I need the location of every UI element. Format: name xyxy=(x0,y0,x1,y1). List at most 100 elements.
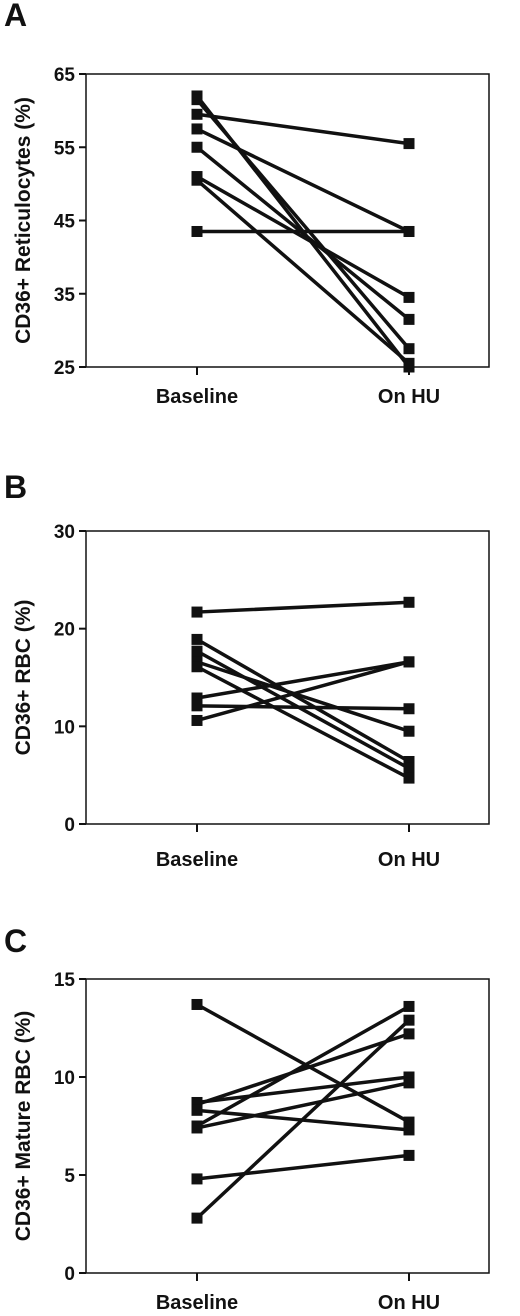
y-tick-label: 10 xyxy=(54,1068,75,1089)
series-5 xyxy=(191,141,415,325)
series-line xyxy=(195,1002,411,1124)
data-point-baseline xyxy=(191,174,203,186)
data-point-on-hu xyxy=(403,225,415,237)
chart-panel-b: B CD36+ RBC (%) 0 10 20 30 Baseline On HU xyxy=(4,469,490,871)
panel-label: C xyxy=(4,923,27,959)
series-line xyxy=(195,1075,411,1105)
series-line xyxy=(195,174,411,300)
data-point-on-hu xyxy=(403,1071,415,1083)
y-tick-label: 65 xyxy=(54,65,76,86)
data-point-on-hu xyxy=(403,138,415,150)
data-point-on-hu xyxy=(403,1116,415,1128)
series-line xyxy=(195,665,411,780)
series-8 xyxy=(191,656,415,726)
data-point-on-hu xyxy=(403,755,415,767)
series-line xyxy=(195,112,411,146)
series-line xyxy=(195,660,411,733)
chart-panel-c: C CD36+ Mature RBC (%) 0 5 10 15 Baseline On HU xyxy=(4,923,490,1314)
data-point-on-hu xyxy=(403,596,415,608)
y-tick-label: 0 xyxy=(64,1264,75,1285)
plot-area-frame xyxy=(85,978,490,1274)
data-point-on-hu xyxy=(403,725,415,737)
series-line xyxy=(195,97,411,351)
data-point-on-hu xyxy=(403,291,415,303)
series-3 xyxy=(191,645,415,774)
series-line xyxy=(195,1018,411,1220)
series-1 xyxy=(191,998,415,1128)
series-6 xyxy=(191,1077,415,1134)
y-tick-label: 55 xyxy=(54,138,76,159)
panel-label: B xyxy=(4,469,27,505)
x-tick-label-on-hu: On HU xyxy=(378,849,440,871)
data-point-baseline xyxy=(191,1212,203,1224)
data-point-on-hu xyxy=(403,357,415,369)
data-point-baseline xyxy=(191,123,203,135)
series-line xyxy=(195,637,411,764)
y-tick-label: 15 xyxy=(54,970,76,991)
data-point-baseline xyxy=(191,692,203,704)
y-axis-title: CD36+ RBC (%) xyxy=(12,600,35,756)
data-point-on-hu xyxy=(403,343,415,355)
data-point-on-hu xyxy=(403,656,415,668)
series-line xyxy=(195,145,411,322)
series-2 xyxy=(191,94,415,355)
y-tick-label: 5 xyxy=(64,1166,75,1187)
x-tick-label-baseline: Baseline xyxy=(156,386,238,408)
series-5 xyxy=(191,661,415,784)
series-line xyxy=(195,1153,411,1181)
x-tick-label-baseline: Baseline xyxy=(156,849,238,871)
data-point-on-hu xyxy=(403,703,415,715)
series-line xyxy=(195,1004,411,1128)
data-point-baseline xyxy=(191,1122,203,1134)
data-point-on-hu xyxy=(403,762,415,774)
plot-area-frame xyxy=(85,530,490,825)
y-tick-label: 30 xyxy=(54,522,75,543)
series-line xyxy=(195,600,411,614)
data-point-baseline xyxy=(191,141,203,153)
data-point-on-hu xyxy=(403,1077,415,1089)
series-7 xyxy=(191,1149,415,1185)
series-line xyxy=(195,660,411,700)
data-point-on-hu xyxy=(403,1124,415,1136)
series-1 xyxy=(191,596,415,618)
x-tick-label-on-hu: On HU xyxy=(378,386,440,408)
data-point-baseline xyxy=(191,1173,203,1185)
data-point-baseline xyxy=(191,661,203,673)
y-tick-label: 10 xyxy=(54,717,75,738)
data-point-baseline xyxy=(191,108,203,120)
data-point-on-hu xyxy=(403,1014,415,1026)
data-point-baseline xyxy=(191,998,203,1010)
data-point-baseline xyxy=(191,1104,203,1116)
y-tick-label: 35 xyxy=(54,285,76,306)
series-line xyxy=(195,1032,411,1107)
y-tick-label: 25 xyxy=(54,358,76,379)
series-line xyxy=(195,178,411,366)
data-point-baseline xyxy=(191,606,203,618)
series-6 xyxy=(191,171,415,303)
data-point-on-hu xyxy=(403,313,415,325)
data-point-baseline xyxy=(191,225,203,237)
series-7 xyxy=(191,174,415,369)
x-tick-label-on-hu: On HU xyxy=(378,1292,440,1314)
y-tick-label: 20 xyxy=(54,620,75,641)
data-point-on-hu xyxy=(403,1028,415,1040)
chart-panel-a: A CD36+ Reticulocytes (%) 25 35 45 55 65 Baseli… xyxy=(4,0,490,408)
data-point-on-hu xyxy=(403,1149,415,1161)
series-line xyxy=(195,660,411,723)
series-line xyxy=(195,127,411,234)
data-point-on-hu xyxy=(403,772,415,784)
y-tick-label: 0 xyxy=(64,815,75,836)
series-8 xyxy=(191,225,415,237)
x-tick-label-baseline: Baseline xyxy=(156,1292,238,1314)
data-point-baseline xyxy=(191,94,203,106)
series-8 xyxy=(191,1014,415,1224)
y-axis-title: CD36+ Mature RBC (%) xyxy=(12,1011,35,1241)
y-tick-label: 45 xyxy=(54,212,76,233)
series-3 xyxy=(191,1028,415,1110)
series-line xyxy=(195,1081,411,1130)
panel-label: A xyxy=(4,0,27,33)
series-7 xyxy=(191,700,415,715)
series-3 xyxy=(191,108,415,150)
data-point-baseline xyxy=(191,714,203,726)
